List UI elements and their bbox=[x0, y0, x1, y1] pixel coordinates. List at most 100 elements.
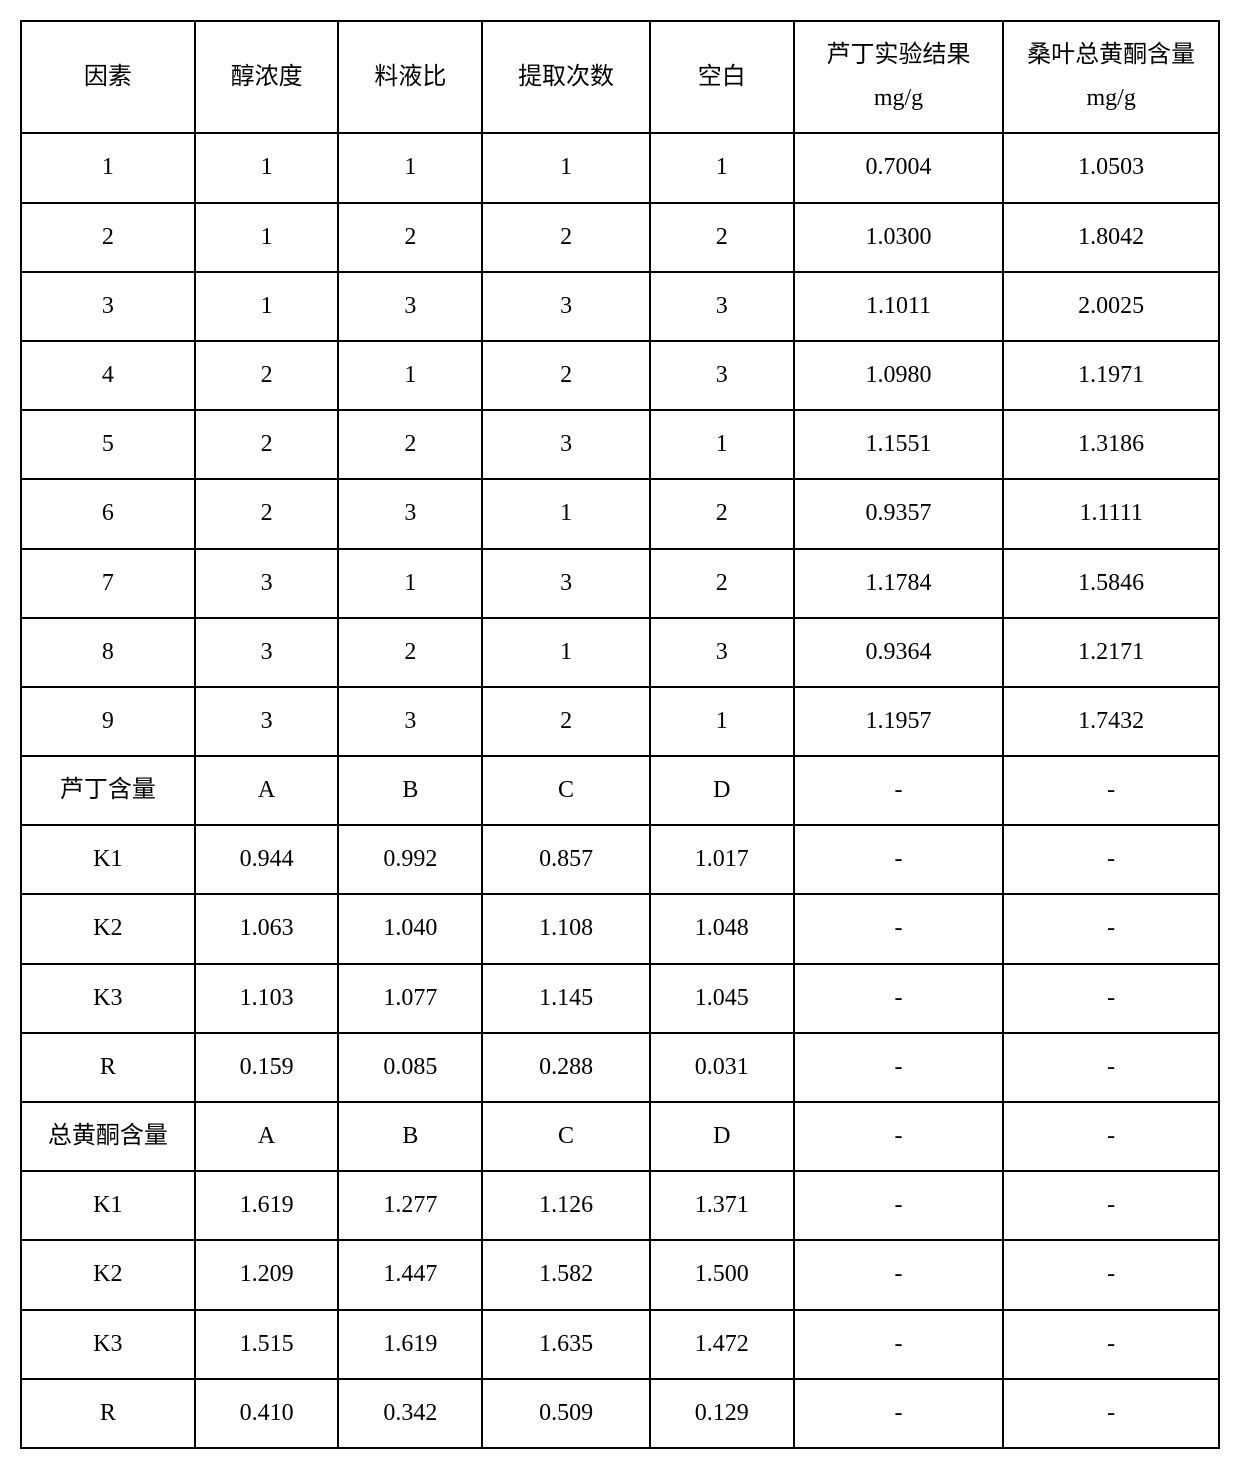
table-cell: 1.5846 bbox=[1003, 549, 1219, 618]
header-liquid-ratio: 料液比 bbox=[338, 21, 482, 133]
table-cell: 2 bbox=[338, 618, 482, 687]
table-cell: 3 bbox=[21, 272, 195, 341]
table-cell: 1.063 bbox=[195, 894, 339, 963]
table-row: R0.4100.3420.5090.129-- bbox=[21, 1379, 1219, 1448]
table-cell: B bbox=[338, 756, 482, 825]
table-cell: - bbox=[794, 1240, 1004, 1309]
table-cell: 3 bbox=[195, 687, 339, 756]
table-cell: 0.9357 bbox=[794, 479, 1004, 548]
table-row: K31.5151.6191.6351.472-- bbox=[21, 1310, 1219, 1379]
table-cell: 0.9364 bbox=[794, 618, 1004, 687]
table-cell: 1.145 bbox=[482, 964, 650, 1033]
table-cell: 芦丁含量 bbox=[21, 756, 195, 825]
table-cell: - bbox=[1003, 894, 1219, 963]
table-cell: D bbox=[650, 756, 794, 825]
table-cell: - bbox=[794, 1310, 1004, 1379]
table-cell: 1.447 bbox=[338, 1240, 482, 1309]
header-alcohol-concentration: 醇浓度 bbox=[195, 21, 339, 133]
table-cell: - bbox=[1003, 1171, 1219, 1240]
table-cell: 0.342 bbox=[338, 1379, 482, 1448]
header-factor: 因素 bbox=[21, 21, 195, 133]
table-cell: 6 bbox=[21, 479, 195, 548]
table-cell: 1.500 bbox=[650, 1240, 794, 1309]
table-row: K21.2091.4471.5821.500-- bbox=[21, 1240, 1219, 1309]
table-cell: 2 bbox=[338, 410, 482, 479]
table-cell: 1 bbox=[650, 687, 794, 756]
table-cell: 1.619 bbox=[195, 1171, 339, 1240]
table-cell: B bbox=[338, 1102, 482, 1171]
table-cell: 1.1784 bbox=[794, 549, 1004, 618]
table-cell: 1.582 bbox=[482, 1240, 650, 1309]
orthogonal-experiment-table: 因素 醇浓度 料液比 提取次数 空白 芦丁实验结果 mg/g 桑叶总黄酮含量 m… bbox=[20, 20, 1220, 1449]
table-cell: 7 bbox=[21, 549, 195, 618]
table-cell: 1.635 bbox=[482, 1310, 650, 1379]
table-row: K10.9440.9920.8571.017-- bbox=[21, 825, 1219, 894]
table-cell: 2 bbox=[338, 203, 482, 272]
table-cell: 2 bbox=[482, 341, 650, 410]
table-cell: - bbox=[1003, 1310, 1219, 1379]
table-cell: K3 bbox=[21, 1310, 195, 1379]
table-row: 111110.70041.0503 bbox=[21, 133, 1219, 202]
table-row: 731321.17841.5846 bbox=[21, 549, 1219, 618]
table-row: 芦丁含量ABCD-- bbox=[21, 756, 1219, 825]
table-cell: 3 bbox=[482, 272, 650, 341]
table-cell: 2 bbox=[195, 479, 339, 548]
table-cell: - bbox=[794, 1379, 1004, 1448]
table-row: R0.1590.0850.2880.031-- bbox=[21, 1033, 1219, 1102]
table-cell: 3 bbox=[482, 549, 650, 618]
table-cell: 总黄酮含量 bbox=[21, 1102, 195, 1171]
table-cell: 2 bbox=[650, 479, 794, 548]
table-cell: 2 bbox=[650, 203, 794, 272]
table-cell: 2 bbox=[21, 203, 195, 272]
table-cell: 1.209 bbox=[195, 1240, 339, 1309]
table-row: 832130.93641.2171 bbox=[21, 618, 1219, 687]
table-row: K21.0631.0401.1081.048-- bbox=[21, 894, 1219, 963]
table-row: 313331.10112.0025 bbox=[21, 272, 1219, 341]
table-cell: 8 bbox=[21, 618, 195, 687]
header-flavonoid-content: 桑叶总黄酮含量 mg/g bbox=[1003, 21, 1219, 133]
table-row: 522311.15511.3186 bbox=[21, 410, 1219, 479]
table-cell: 3 bbox=[650, 272, 794, 341]
table-row: 总黄酮含量ABCD-- bbox=[21, 1102, 1219, 1171]
table-row: K11.6191.2771.1261.371-- bbox=[21, 1171, 1219, 1240]
table-cell: 0.992 bbox=[338, 825, 482, 894]
table-cell: 2.0025 bbox=[1003, 272, 1219, 341]
table-cell: - bbox=[794, 1102, 1004, 1171]
table-cell: 0.7004 bbox=[794, 133, 1004, 202]
table-cell: 2 bbox=[482, 203, 650, 272]
table-cell: 1.1971 bbox=[1003, 341, 1219, 410]
table-cell: 1 bbox=[338, 133, 482, 202]
table-cell: 1.1957 bbox=[794, 687, 1004, 756]
table-cell: K3 bbox=[21, 964, 195, 1033]
table-cell: - bbox=[794, 756, 1004, 825]
table-cell: R bbox=[21, 1379, 195, 1448]
table-cell: 1.1111 bbox=[1003, 479, 1219, 548]
table-cell: 1.619 bbox=[338, 1310, 482, 1379]
table-cell: - bbox=[794, 894, 1004, 963]
table-cell: 9 bbox=[21, 687, 195, 756]
table-cell: 0.085 bbox=[338, 1033, 482, 1102]
table-cell: 1.048 bbox=[650, 894, 794, 963]
table-cell: 3 bbox=[482, 410, 650, 479]
table-cell: - bbox=[794, 1171, 1004, 1240]
table-cell: 0.288 bbox=[482, 1033, 650, 1102]
table-cell: 1.108 bbox=[482, 894, 650, 963]
table-cell: 1.0300 bbox=[794, 203, 1004, 272]
table-cell: 1.472 bbox=[650, 1310, 794, 1379]
table-cell: 1 bbox=[195, 272, 339, 341]
table-cell: - bbox=[794, 1033, 1004, 1102]
table-cell: - bbox=[794, 964, 1004, 1033]
table-cell: 3 bbox=[195, 549, 339, 618]
table-row: 933211.19571.7432 bbox=[21, 687, 1219, 756]
table-cell: K2 bbox=[21, 894, 195, 963]
table-cell: 5 bbox=[21, 410, 195, 479]
table-cell: K1 bbox=[21, 1171, 195, 1240]
table-cell: 1.3186 bbox=[1003, 410, 1219, 479]
table-cell: 1.8042 bbox=[1003, 203, 1219, 272]
table-cell: K2 bbox=[21, 1240, 195, 1309]
table-row: K31.1031.0771.1451.045-- bbox=[21, 964, 1219, 1033]
table-cell: 1.371 bbox=[650, 1171, 794, 1240]
table-cell: 3 bbox=[650, 618, 794, 687]
table-cell: A bbox=[195, 756, 339, 825]
table-cell: R bbox=[21, 1033, 195, 1102]
